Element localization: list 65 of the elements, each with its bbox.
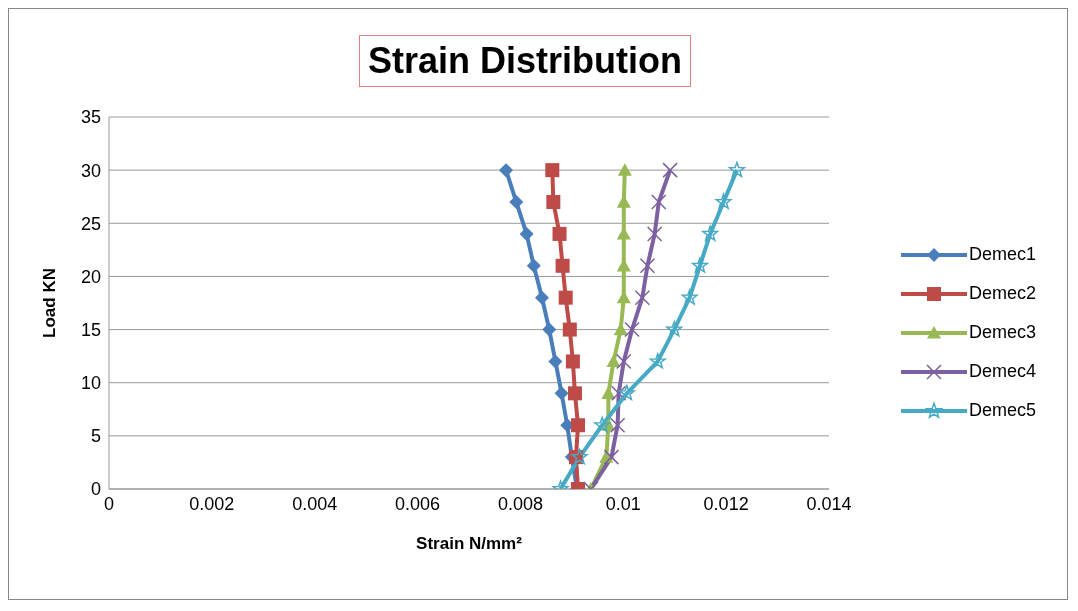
point [618, 384, 635, 401]
point [603, 449, 620, 465]
point [649, 353, 666, 369]
point [526, 258, 541, 273]
point [546, 195, 561, 210]
point [691, 257, 708, 273]
point [567, 386, 582, 401]
y-tick-label: 30 [80, 160, 101, 181]
point [548, 354, 563, 369]
point [609, 417, 626, 433]
point [519, 226, 534, 241]
x-tick-label: 0.006 [395, 493, 441, 514]
legend-label: Demec3 [969, 322, 1037, 343]
point [571, 448, 588, 465]
x-tick-label: 0 [103, 493, 115, 514]
legend-label: Demec4 [969, 361, 1037, 382]
legend-label: Demec2 [969, 283, 1037, 304]
point [601, 386, 616, 399]
x-tick-label: 0.01 [605, 493, 641, 514]
point [594, 416, 611, 433]
point [715, 193, 732, 210]
point [613, 322, 628, 336]
point [662, 162, 678, 178]
point [617, 163, 632, 176]
point [535, 290, 550, 305]
x-tick-label: 0.004 [292, 493, 338, 514]
point [606, 354, 621, 368]
point [634, 289, 651, 306]
y-tick-label: 20 [80, 266, 101, 287]
legend-label: Demec5 [969, 400, 1037, 421]
point [562, 322, 577, 337]
point [666, 321, 683, 337]
x-tick-label: 0.012 [703, 493, 749, 514]
point [554, 386, 569, 401]
y-tick-label: 5 [90, 426, 101, 447]
point [616, 353, 632, 370]
point [571, 418, 586, 433]
point [681, 289, 698, 305]
y-tick-label: 35 [80, 107, 101, 128]
point [639, 258, 656, 274]
point [565, 354, 580, 369]
point [728, 161, 746, 178]
y-tick-label: 15 [80, 319, 101, 340]
point [509, 195, 524, 210]
point [542, 322, 557, 337]
point [646, 226, 663, 242]
x-tick-label: 0.008 [497, 493, 543, 514]
legend-label: Demec1 [969, 244, 1037, 265]
point [545, 163, 560, 178]
point [651, 194, 667, 210]
x-tick-label: 0.002 [189, 493, 235, 514]
y-tick-label: 10 [80, 373, 101, 394]
y-axis-title: Load KN [40, 268, 60, 338]
point [555, 258, 570, 273]
x-tick-label: 0.014 [806, 493, 852, 514]
point [624, 321, 640, 338]
point [558, 290, 573, 305]
point [552, 226, 567, 241]
point [610, 385, 627, 402]
chart-title: Strain Distribution [359, 35, 691, 87]
point [702, 225, 719, 241]
y-tick-label: 25 [80, 213, 101, 234]
point [499, 163, 514, 178]
x-axis-title: Strain N/mm² [416, 534, 523, 553]
y-tick-label: 0 [90, 479, 101, 500]
